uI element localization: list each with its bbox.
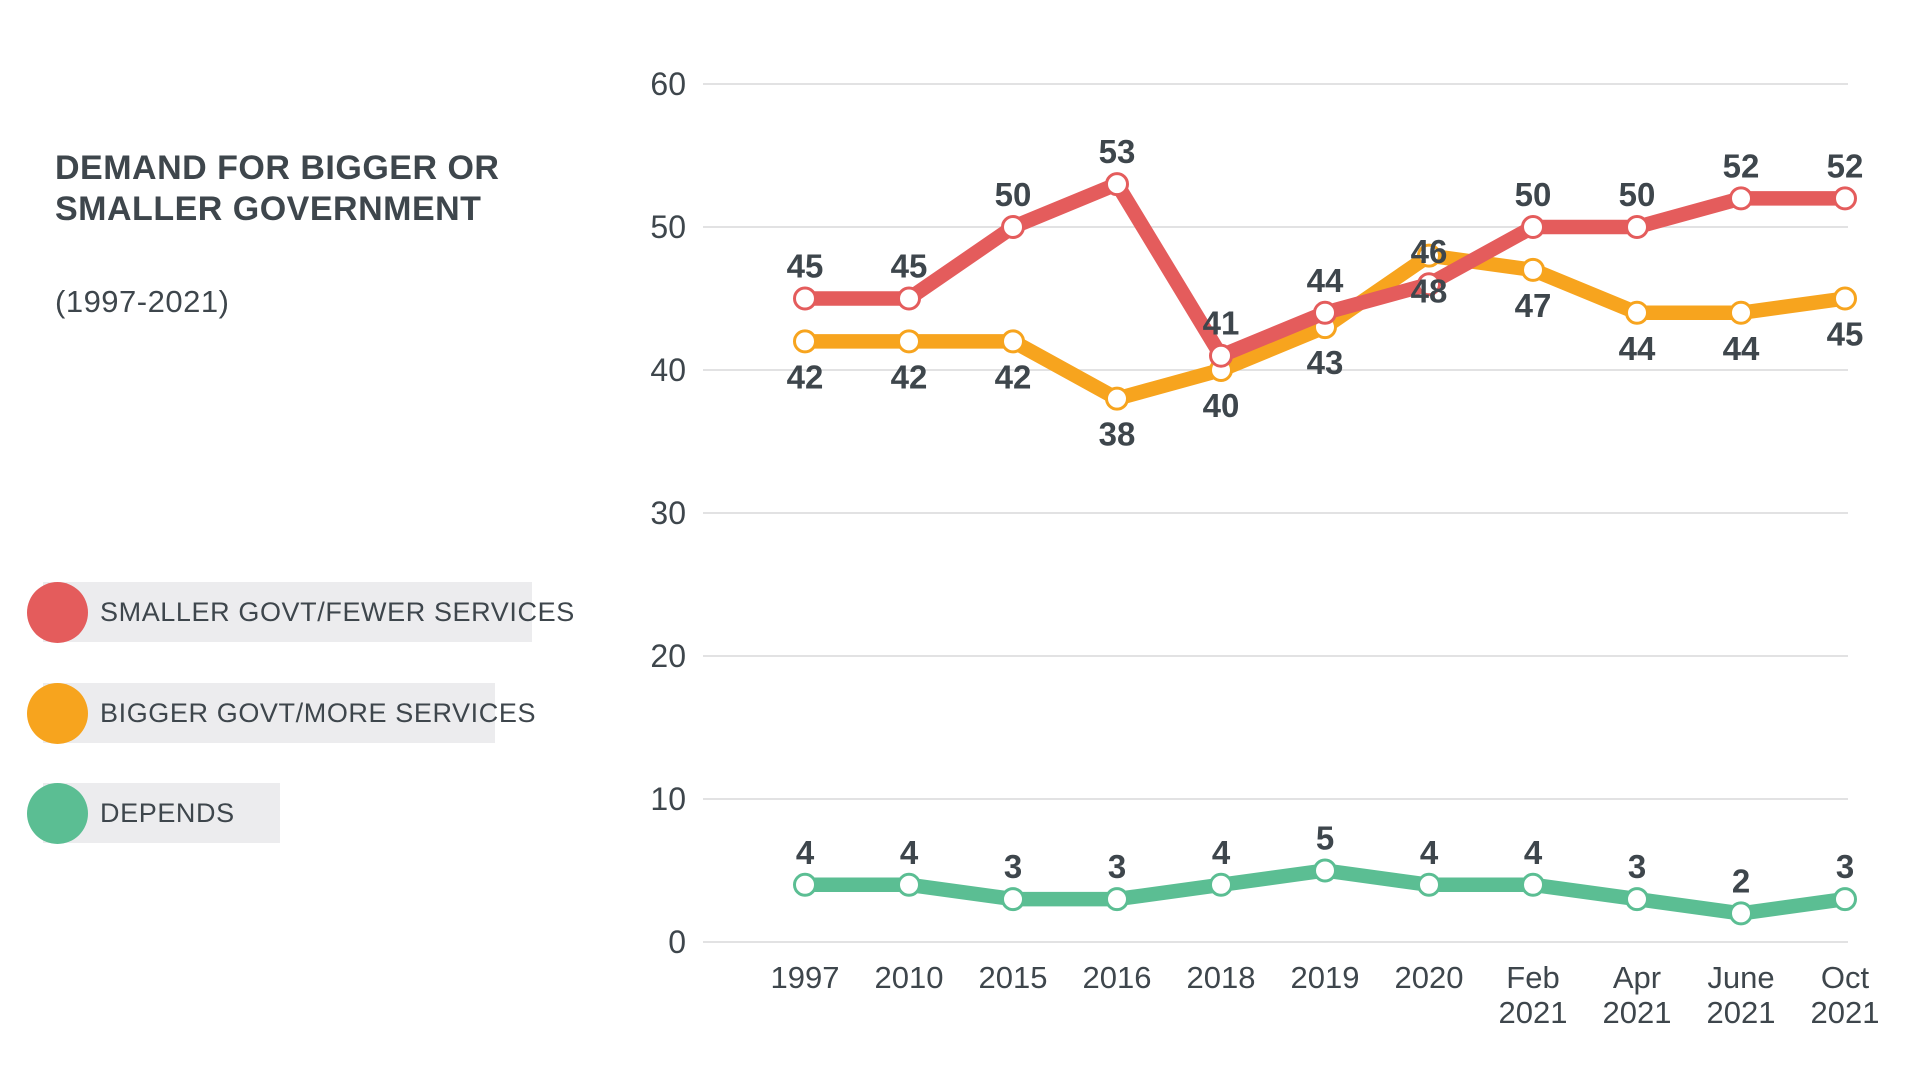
x-axis-tick-label: Oct 2021 bbox=[1811, 960, 1880, 1030]
data-point-label: 45 bbox=[891, 248, 928, 285]
data-point-marker bbox=[1833, 887, 1857, 912]
data-point-label: 46 bbox=[1411, 233, 1448, 270]
data-point-label: 50 bbox=[1515, 176, 1552, 213]
data-point-label: 40 bbox=[1203, 387, 1240, 424]
data-point-marker bbox=[1105, 172, 1129, 197]
data-point-marker bbox=[1001, 215, 1025, 239]
data-point-marker bbox=[1417, 272, 1441, 297]
data-point-marker bbox=[1521, 215, 1545, 239]
data-point-label: 3 bbox=[1004, 848, 1022, 885]
data-point-marker bbox=[897, 329, 921, 354]
data-point-label: 4 bbox=[1212, 834, 1231, 871]
y-axis-tick-label: 10 bbox=[650, 781, 686, 817]
legend-swatch-red-circle bbox=[27, 582, 88, 643]
data-point-marker bbox=[1729, 901, 1753, 926]
y-axis-tick-label: 30 bbox=[650, 495, 686, 531]
data-point-label: 50 bbox=[1619, 176, 1656, 213]
x-axis-tick-label: Feb 2021 bbox=[1499, 960, 1568, 1030]
page-title-line1: DEMAND FOR BIGGER OR bbox=[55, 149, 500, 187]
data-point-label: 2 bbox=[1732, 862, 1750, 899]
data-point-marker bbox=[1105, 386, 1129, 411]
legend-swatch-orange-circle bbox=[27, 683, 88, 744]
data-point-label: 3 bbox=[1108, 848, 1126, 885]
data-point-marker bbox=[1729, 300, 1753, 325]
data-point-label: 3 bbox=[1628, 848, 1646, 885]
data-point-label: 44 bbox=[1723, 330, 1760, 367]
x-axis-tick-label: 2010 bbox=[875, 960, 944, 995]
legend-label: BIGGER GOVT/MORE SERVICES bbox=[100, 697, 537, 728]
data-point-marker bbox=[1313, 858, 1337, 883]
data-point-label: 44 bbox=[1619, 330, 1656, 367]
data-point-marker bbox=[1417, 243, 1441, 268]
data-point-marker bbox=[793, 286, 817, 311]
data-point-marker bbox=[1209, 343, 1233, 368]
data-point-label: 41 bbox=[1203, 305, 1240, 342]
legend-label: DEPENDS bbox=[100, 797, 235, 828]
data-point-marker bbox=[1001, 329, 1025, 354]
data-point-marker bbox=[793, 329, 817, 354]
page-subtitle: (1997-2021) bbox=[55, 284, 230, 319]
data-point-marker bbox=[1729, 186, 1753, 211]
legend-pill: SMALLER GOVT/FEWER SERVICES bbox=[43, 582, 574, 642]
x-axis-tick-label: 2020 bbox=[1395, 960, 1464, 995]
page-title: DEMAND FOR BIGGER OR SMALLER GOVERNMENT bbox=[55, 148, 545, 231]
data-point-label: 38 bbox=[1099, 416, 1136, 453]
data-point-label: 42 bbox=[995, 358, 1032, 395]
data-point-label: 50 bbox=[995, 176, 1032, 213]
data-point-marker bbox=[1833, 286, 1857, 311]
x-axis-tick-label: 2015 bbox=[979, 960, 1048, 995]
data-point-label: 44 bbox=[1307, 262, 1344, 299]
data-point-label: 45 bbox=[1827, 316, 1864, 353]
data-point-marker bbox=[897, 286, 921, 311]
y-axis-tick-label: 40 bbox=[650, 352, 686, 388]
data-point-label: 45 bbox=[787, 248, 824, 285]
data-point-marker bbox=[1001, 887, 1025, 912]
data-point-label: 48 bbox=[1411, 273, 1448, 310]
data-point-marker bbox=[1833, 186, 1857, 211]
data-point-label: 4 bbox=[1420, 834, 1439, 871]
y-axis-tick-label: 0 bbox=[668, 924, 686, 960]
legend-pill: BIGGER GOVT/MORE SERVICES bbox=[43, 683, 535, 743]
data-point-label: 43 bbox=[1307, 344, 1344, 381]
data-point-label: 47 bbox=[1515, 287, 1552, 324]
data-point-label: 5 bbox=[1316, 820, 1334, 857]
page-title-line2: SMALLER GOVERNMENT bbox=[55, 190, 482, 229]
data-point-marker bbox=[897, 872, 921, 897]
data-point-marker bbox=[1625, 215, 1649, 239]
data-point-marker bbox=[1105, 887, 1129, 912]
data-point-marker bbox=[793, 872, 817, 897]
data-point-marker bbox=[1625, 887, 1649, 912]
data-point-label: 53 bbox=[1099, 133, 1136, 170]
data-point-label: 3 bbox=[1836, 848, 1854, 885]
x-axis-tick-label: 2019 bbox=[1291, 960, 1360, 995]
data-point-label: 4 bbox=[1524, 834, 1543, 871]
x-axis-tick-label: 1997 bbox=[771, 960, 840, 995]
x-axis-tick-label: June 2021 bbox=[1707, 960, 1776, 1030]
data-point-marker bbox=[1625, 300, 1649, 325]
data-point-marker bbox=[1313, 300, 1337, 325]
data-point-marker bbox=[1521, 872, 1545, 897]
data-point-marker bbox=[1521, 257, 1545, 282]
legend-swatch-green-circle bbox=[27, 783, 88, 844]
y-axis-tick-label: 20 bbox=[650, 638, 686, 674]
legend-label: SMALLER GOVT/FEWER SERVICES bbox=[100, 596, 575, 627]
y-axis-tick-label: 60 bbox=[650, 66, 686, 102]
data-point-label: 52 bbox=[1723, 147, 1760, 184]
data-point-label: 52 bbox=[1827, 147, 1864, 184]
x-axis-tick-label: 2018 bbox=[1187, 960, 1256, 995]
data-point-label: 42 bbox=[891, 358, 928, 395]
data-point-label: 4 bbox=[796, 834, 815, 871]
x-axis-tick-label: Apr 2021 bbox=[1603, 960, 1672, 1030]
data-point-marker bbox=[1209, 872, 1233, 897]
data-point-label: 42 bbox=[787, 358, 824, 395]
x-axis-tick-label: 2016 bbox=[1083, 960, 1152, 995]
y-axis-tick-label: 50 bbox=[650, 209, 686, 245]
data-point-label: 4 bbox=[900, 834, 919, 871]
data-point-marker bbox=[1417, 872, 1441, 897]
